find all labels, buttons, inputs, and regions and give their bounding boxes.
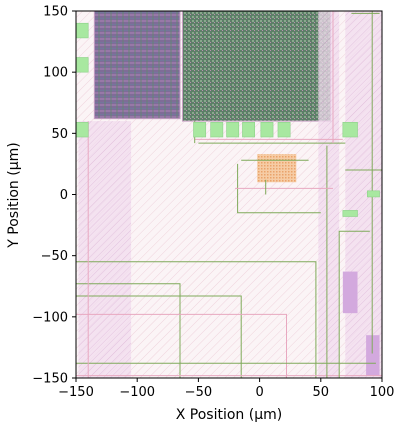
pad xyxy=(342,122,358,138)
pad xyxy=(242,122,256,138)
x-tick-label: 0 xyxy=(255,385,263,400)
pad xyxy=(342,210,358,217)
pad xyxy=(76,122,89,138)
wire xyxy=(76,283,181,378)
x-axis-title: X Position (µm) xyxy=(176,407,282,423)
region-purple-block xyxy=(342,271,358,314)
region-macro xyxy=(93,11,181,120)
plot-area xyxy=(76,11,382,378)
x-axis: −150 −100 −50 0 50 100 xyxy=(58,378,394,400)
wire xyxy=(237,163,321,214)
y-tick-label: 50 xyxy=(51,127,68,142)
region-dense-logic xyxy=(181,11,332,122)
y-tick-label: −150 xyxy=(32,372,68,387)
x-tick-label: −50 xyxy=(185,385,212,400)
wire xyxy=(338,230,370,378)
layout-pads xyxy=(76,22,380,217)
y-tick-label: 0 xyxy=(60,188,68,203)
x-tick-label: −150 xyxy=(58,385,94,400)
x-tick-label: −100 xyxy=(119,385,155,400)
x-tick-label: 100 xyxy=(370,385,395,400)
pad xyxy=(193,122,207,138)
y-axis: −150 −100 −50 0 50 100 150 xyxy=(32,5,76,387)
layout-wires xyxy=(76,11,382,378)
layout-regions xyxy=(78,11,382,378)
y-tick-label: 150 xyxy=(43,5,68,20)
region-purple-strip xyxy=(318,11,340,378)
y-axis-title: Y Position (µm) xyxy=(6,142,22,248)
x-tick-label: 50 xyxy=(313,385,330,400)
pad xyxy=(76,22,89,39)
region-cluster-orange xyxy=(257,154,297,183)
pad xyxy=(76,57,89,73)
wire xyxy=(76,261,317,378)
pad xyxy=(260,122,274,138)
wire xyxy=(76,295,242,378)
pad xyxy=(226,122,240,138)
y-tick-label: −100 xyxy=(32,310,68,325)
y-tick-label: 100 xyxy=(43,66,68,81)
pad xyxy=(367,190,380,198)
wire xyxy=(76,313,287,378)
region-purple-strip xyxy=(78,121,132,378)
pad xyxy=(210,122,224,138)
region-purple-block xyxy=(366,335,380,376)
pad xyxy=(277,122,291,138)
y-tick-label: −50 xyxy=(41,249,68,264)
